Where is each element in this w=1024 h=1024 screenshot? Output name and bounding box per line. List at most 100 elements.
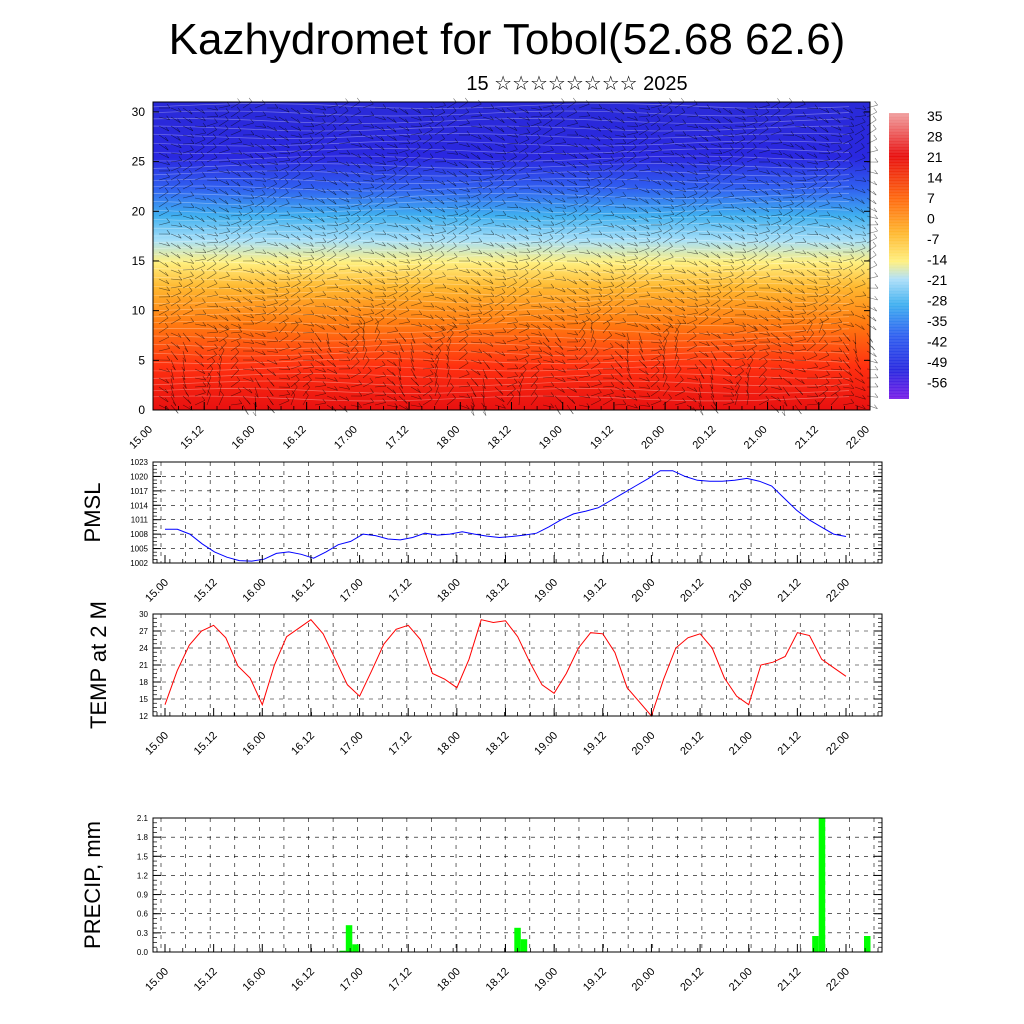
wind-barb-flag [286, 210, 291, 216]
wind-barb [230, 141, 242, 145]
wind-barb-flag [322, 389, 326, 394]
wind-barb-flag [370, 303, 375, 308]
wind-barb [578, 143, 589, 151]
wind-barb [230, 152, 242, 155]
wind-barb [590, 170, 603, 172]
wind-barb [674, 203, 686, 208]
wind-barb [422, 294, 434, 298]
wind-barb [230, 161, 242, 166]
wind-barb [866, 404, 878, 409]
wind-barb-flag [742, 116, 746, 121]
wind-barb [806, 222, 818, 226]
wind-barb-flag [586, 308, 591, 314]
wind-barb-flag [181, 375, 186, 380]
wind-barb-flag [849, 135, 854, 140]
wind-barb [458, 373, 470, 379]
wind-barb [662, 278, 674, 281]
wind-barb [458, 296, 469, 304]
wind-barb-flag [166, 103, 171, 109]
wind-barb [818, 203, 830, 208]
wind-barb-flag [873, 260, 878, 266]
wind-barb [854, 137, 865, 145]
wind-barb [158, 368, 170, 373]
wind-barb [494, 107, 506, 113]
wind-barb-flag [500, 362, 504, 367]
wind-barb-flag [178, 143, 182, 149]
wind-barb-flag [405, 295, 409, 301]
wind-barb [506, 321, 518, 325]
wind-barb-flag [537, 217, 541, 222]
wind-barb-flag [634, 116, 638, 121]
wind-barb [482, 278, 494, 284]
wind-barb-flag [765, 207, 770, 213]
wind-barb [434, 254, 445, 262]
x-tick-label: 20.00 [630, 966, 658, 994]
wind-barb-flag [766, 272, 770, 277]
wind-barb-flag [369, 134, 374, 140]
wind-barb-flag [226, 215, 230, 220]
wind-barb [290, 335, 301, 343]
wind-barb-flag [345, 190, 349, 195]
wind-barb [350, 342, 359, 352]
wind-barb [770, 296, 781, 304]
wind-barb [278, 233, 290, 239]
wind-barb-flag [465, 153, 470, 159]
wind-barb-flag [392, 304, 397, 309]
wind-barb-flag [214, 336, 219, 341]
wind-barb [206, 197, 217, 204]
wind-barb-flag [502, 339, 507, 345]
wind-barb-flag [429, 395, 433, 400]
wind-barb [326, 237, 338, 244]
wind-barb-flag [291, 390, 296, 395]
wind-barb-flag [742, 254, 746, 259]
wind-barb [218, 215, 230, 220]
wind-barb [494, 192, 505, 199]
wind-barb [830, 396, 839, 406]
wind-barb [506, 184, 518, 190]
wind-barb [782, 152, 793, 159]
wind-barb-flag [225, 208, 229, 213]
wind-barb [686, 345, 697, 352]
wind-barb-flag [334, 169, 338, 174]
wind-barb-flag [658, 272, 662, 277]
wind-barb [158, 278, 170, 285]
wind-barb-flag [464, 331, 469, 336]
wind-barb-flag [406, 145, 410, 150]
wind-barb [482, 341, 494, 347]
wind-barb-flag [489, 179, 493, 184]
wind-barb [410, 281, 421, 289]
wind-barb [290, 282, 301, 289]
wind-barb [590, 296, 603, 298]
wind-barb-flag [596, 145, 601, 151]
wind-barb-flag [562, 204, 567, 209]
wind-barb-flag [202, 242, 206, 247]
wind-barb-flag [789, 369, 794, 374]
wind-barb [578, 209, 589, 217]
wind-barb-flag [634, 122, 639, 127]
wind-barb-flag [597, 253, 601, 258]
wind-barb-flag [741, 287, 745, 293]
wind-barb [314, 393, 326, 397]
wind-barb-flag [742, 345, 747, 351]
wind-barb [554, 256, 566, 262]
wind-barb [434, 323, 445, 331]
wind-barb-flag [285, 188, 289, 193]
wind-barb-flag [862, 291, 867, 296]
wind-barb-flag [813, 305, 817, 310]
wind-barb-flag [646, 392, 651, 397]
wind-barb-flag [595, 347, 599, 353]
wind-barb-flag [237, 387, 242, 392]
wind-barb [590, 287, 602, 291]
wind-barb-flag [466, 268, 470, 274]
x-tick-label: 16.00 [240, 730, 268, 758]
wind-barb-flag [262, 177, 267, 182]
wind-barb [734, 206, 746, 213]
wind-barb-flag [310, 128, 315, 134]
wind-barb-flag [740, 142, 745, 148]
wind-barb-flag [862, 177, 867, 182]
wind-barb [866, 215, 878, 219]
wind-barb [518, 302, 530, 307]
wind-barb [542, 376, 555, 379]
wind-barb-flag [574, 187, 578, 192]
